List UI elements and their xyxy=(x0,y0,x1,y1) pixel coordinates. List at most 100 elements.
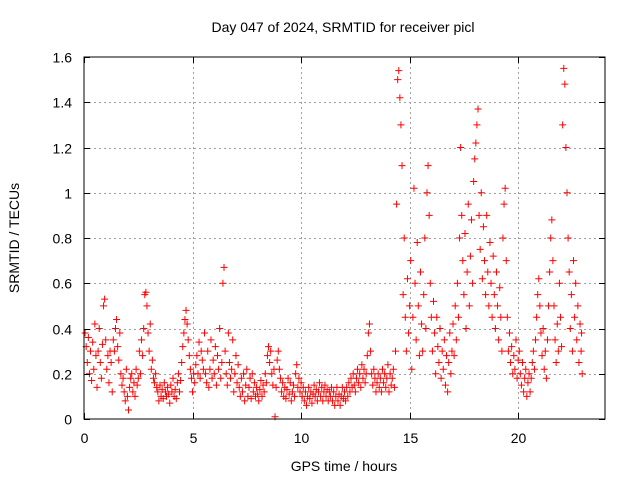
data-point xyxy=(105,379,113,387)
data-point xyxy=(89,338,97,346)
data-point xyxy=(392,347,400,355)
chart-title: Day 047 of 2024, SRMTID for receiver pic… xyxy=(212,19,475,35)
data-point xyxy=(199,365,207,373)
data-point xyxy=(273,356,281,364)
data-point xyxy=(476,245,484,253)
y-tick-label: 0.4 xyxy=(53,322,73,338)
data-point xyxy=(148,356,156,364)
data-point xyxy=(444,388,452,396)
data-point xyxy=(193,352,201,360)
data-point xyxy=(438,347,446,355)
data-point xyxy=(577,347,585,355)
data-point xyxy=(223,381,231,389)
data-point xyxy=(365,320,373,328)
data-point xyxy=(275,365,283,373)
data-point xyxy=(402,347,410,355)
data-point xyxy=(521,374,529,382)
data-point xyxy=(84,334,92,342)
data-point xyxy=(515,347,523,355)
data-point xyxy=(496,284,504,292)
data-point xyxy=(500,200,508,208)
data-point xyxy=(481,257,489,265)
data-point xyxy=(439,365,447,373)
data-point xyxy=(181,315,189,323)
data-point xyxy=(448,347,456,355)
data-point xyxy=(355,379,363,387)
data-point xyxy=(143,302,151,310)
data-point xyxy=(172,395,180,403)
data-point xyxy=(458,211,466,219)
data-point xyxy=(398,162,406,170)
data-point xyxy=(345,379,353,387)
data-point xyxy=(408,365,416,373)
data-point xyxy=(373,379,381,387)
data-point xyxy=(400,234,408,242)
data-point xyxy=(374,370,382,378)
y-tick-label: 1.4 xyxy=(53,95,73,111)
data-point xyxy=(556,313,564,321)
data-point xyxy=(505,329,513,337)
data-point xyxy=(139,352,147,360)
data-point xyxy=(209,356,217,364)
data-point xyxy=(529,347,537,355)
data-point xyxy=(575,358,583,366)
data-point xyxy=(198,356,206,364)
data-point xyxy=(533,313,541,321)
data-point xyxy=(525,370,533,378)
data-point xyxy=(434,343,442,351)
data-point xyxy=(237,374,245,382)
data-point xyxy=(243,365,251,373)
data-point xyxy=(424,162,432,170)
data-point xyxy=(101,295,109,303)
data-point xyxy=(510,352,518,360)
data-point xyxy=(310,381,318,389)
data-point xyxy=(514,356,522,364)
data-point xyxy=(361,379,369,387)
data-point xyxy=(376,374,384,382)
data-point xyxy=(274,347,282,355)
data-point xyxy=(227,374,235,382)
data-point xyxy=(308,399,316,407)
data-point xyxy=(359,374,367,382)
data-point xyxy=(420,291,428,299)
data-point xyxy=(258,392,266,400)
data-point xyxy=(418,320,426,328)
data-point xyxy=(195,338,203,346)
data-point xyxy=(102,336,110,344)
data-point xyxy=(450,352,458,360)
data-point xyxy=(363,352,371,360)
data-point xyxy=(551,336,559,344)
data-point xyxy=(233,379,241,387)
data-point xyxy=(240,370,248,378)
data-point xyxy=(511,365,519,373)
data-point xyxy=(414,302,422,310)
data-point xyxy=(118,381,126,389)
data-point xyxy=(114,343,122,351)
data-point xyxy=(217,374,225,382)
data-point xyxy=(357,383,365,391)
x-tick-label: 15 xyxy=(403,430,419,446)
data-point xyxy=(122,365,130,373)
data-point xyxy=(185,352,193,360)
data-point xyxy=(403,275,411,283)
data-point xyxy=(295,374,303,382)
data-point xyxy=(334,397,342,405)
data-point xyxy=(97,374,105,382)
data-point xyxy=(288,388,296,396)
data-point xyxy=(407,257,415,265)
data-point xyxy=(358,361,366,369)
data-point xyxy=(453,279,461,287)
data-point xyxy=(546,268,554,276)
data-point xyxy=(218,358,226,366)
data-point xyxy=(245,383,253,391)
data-point xyxy=(125,406,133,414)
data-point xyxy=(413,239,421,247)
data-point xyxy=(135,347,143,355)
data-point xyxy=(224,329,232,337)
data-point xyxy=(110,347,118,355)
data-point xyxy=(497,313,505,321)
data-point xyxy=(91,320,99,328)
data-point xyxy=(554,347,562,355)
data-point xyxy=(293,361,301,369)
data-point xyxy=(149,374,157,382)
